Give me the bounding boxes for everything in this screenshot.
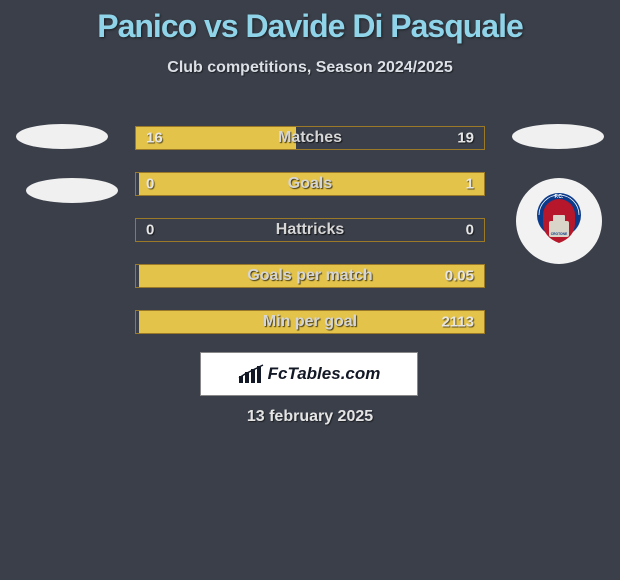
stat-left-value: 16	[146, 130, 163, 147]
shield-icon: F.C. CROTONE	[535, 193, 583, 249]
stat-label: Goals	[288, 175, 332, 193]
stat-label: Goals per match	[247, 267, 372, 285]
subtitle: Club competitions, Season 2024/2025	[0, 59, 620, 77]
player-left-logo-placeholder-1	[16, 124, 108, 149]
stat-left-value: 0	[146, 176, 154, 193]
stat-left-value: 0	[146, 222, 154, 239]
stat-right-value: 1	[466, 176, 474, 193]
stat-row: 2113 Min per goal	[135, 310, 485, 334]
stat-label: Min per goal	[263, 313, 357, 331]
stat-row: 0 1 Goals	[135, 172, 485, 196]
chart-icon	[238, 364, 264, 384]
stat-right-value: 19	[457, 130, 474, 147]
stat-right-value: 2113	[441, 314, 474, 331]
stat-row: 0 0 Hattricks	[135, 218, 485, 242]
stat-row: 16 19 Matches	[135, 126, 485, 150]
player-left-logo-placeholder-2	[26, 178, 118, 203]
footer-date: 13 february 2025	[0, 408, 620, 426]
stat-right-value: 0	[466, 222, 474, 239]
stat-label: Hattricks	[276, 221, 344, 239]
badge-text-bottom: CROTONE	[551, 232, 568, 236]
comparison-rows: 16 19 Matches 0 1 Goals 0 0 Hattricks 0.05 Goals p…	[135, 126, 485, 356]
page-title: Panico vs Davide Di Pasquale	[0, 0, 620, 45]
stat-label: Matches	[278, 129, 342, 147]
brand-text: FcTables.com	[268, 364, 381, 384]
brand-box: FcTables.com	[200, 352, 418, 396]
stat-row: 0.05 Goals per match	[135, 264, 485, 288]
stat-right-value: 0.05	[445, 268, 474, 285]
club-badge: F.C. CROTONE	[516, 178, 602, 264]
player-right-logo-placeholder	[512, 124, 604, 149]
